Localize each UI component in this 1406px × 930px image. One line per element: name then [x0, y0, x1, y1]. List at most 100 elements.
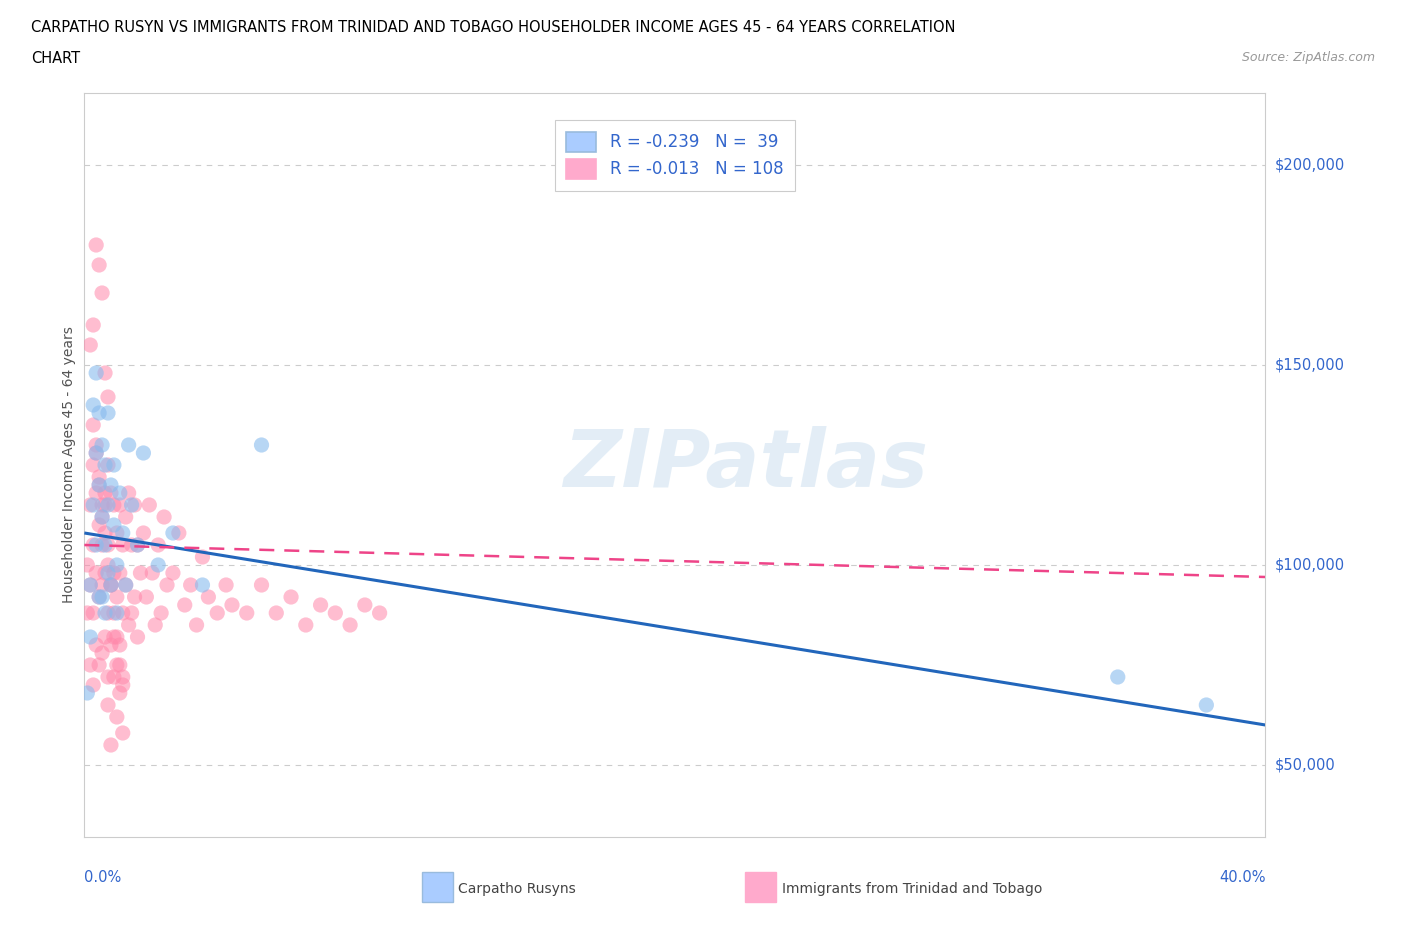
Point — [108, 485, 131, 500]
Point — [82, 317, 104, 332]
Point — [87, 658, 111, 672]
Point — [118, 618, 141, 632]
Legend: R = -0.239   N =  39, R = -0.013   N = 108: R = -0.239 N = 39, R = -0.013 N = 108 — [555, 120, 794, 191]
Point — [100, 578, 122, 592]
Point — [124, 498, 146, 512]
Point — [167, 525, 190, 540]
Point — [94, 365, 117, 380]
Point — [84, 365, 107, 380]
Point — [339, 618, 361, 632]
Point — [94, 605, 117, 620]
Point — [84, 437, 107, 452]
Point — [84, 638, 107, 653]
Text: Carpatho Rusyns: Carpatho Rusyns — [458, 882, 576, 896]
Y-axis label: Householder Income Ages 45 - 64 years: Householder Income Ages 45 - 64 years — [62, 326, 76, 604]
Point — [108, 638, 131, 653]
Point — [82, 538, 104, 552]
Text: $100,000: $100,000 — [1275, 557, 1346, 573]
Point — [84, 485, 107, 500]
Point — [103, 605, 125, 620]
Point — [97, 390, 120, 405]
Point — [111, 670, 134, 684]
Point — [100, 478, 122, 493]
Point — [79, 338, 101, 352]
Point — [82, 605, 104, 620]
Point — [103, 498, 125, 512]
Point — [108, 498, 131, 512]
Point — [79, 578, 101, 592]
Point — [108, 565, 131, 580]
Point — [121, 498, 143, 512]
Point — [105, 710, 128, 724]
Point — [1195, 698, 1218, 712]
Text: CARPATHO RUSYN VS IMMIGRANTS FROM TRINIDAD AND TOBAGO HOUSEHOLDER INCOME AGES 45: CARPATHO RUSYN VS IMMIGRANTS FROM TRINID… — [31, 20, 956, 35]
Point — [76, 685, 98, 700]
Bar — [422, 872, 453, 902]
Point — [221, 598, 243, 613]
Point — [84, 445, 107, 460]
Point — [132, 445, 155, 460]
Text: Immigrants from Trinidad and Tobago: Immigrants from Trinidad and Tobago — [782, 882, 1042, 896]
Point — [87, 590, 111, 604]
Point — [250, 578, 273, 592]
Point — [76, 558, 98, 573]
Point — [105, 525, 128, 540]
Point — [111, 525, 134, 540]
Bar — [745, 872, 776, 902]
Point — [94, 538, 117, 552]
Text: CHART: CHART — [31, 51, 80, 66]
Point — [124, 590, 146, 604]
Point — [84, 565, 107, 580]
Point — [138, 498, 160, 512]
Point — [114, 578, 136, 592]
Point — [148, 538, 170, 552]
Point — [111, 605, 134, 620]
Point — [105, 630, 128, 644]
Point — [173, 598, 195, 613]
Point — [103, 458, 125, 472]
Point — [97, 670, 120, 684]
Point — [105, 590, 128, 604]
Point — [111, 725, 134, 740]
Point — [295, 618, 318, 632]
Point — [103, 630, 125, 644]
Point — [87, 478, 111, 493]
Point — [82, 498, 104, 512]
Point — [105, 658, 128, 672]
Point — [191, 550, 214, 565]
Point — [205, 605, 228, 620]
Point — [82, 397, 104, 412]
Point — [97, 458, 120, 472]
Point — [100, 578, 122, 592]
Point — [103, 670, 125, 684]
Point — [105, 558, 128, 573]
Point — [100, 485, 122, 500]
Point — [97, 405, 120, 420]
Point — [148, 558, 170, 573]
Text: $200,000: $200,000 — [1275, 157, 1346, 172]
Point — [118, 437, 141, 452]
Point — [87, 405, 111, 420]
Point — [132, 525, 155, 540]
Point — [162, 565, 184, 580]
Point — [235, 605, 259, 620]
Text: 40.0%: 40.0% — [1219, 870, 1265, 884]
Point — [91, 645, 114, 660]
Point — [91, 437, 114, 452]
Point — [105, 605, 128, 620]
Point — [103, 518, 125, 533]
Point — [186, 618, 208, 632]
Point — [97, 605, 120, 620]
Point — [84, 445, 107, 460]
Point — [108, 685, 131, 700]
Point — [87, 590, 111, 604]
Point — [180, 578, 202, 592]
Text: 0.0%: 0.0% — [84, 870, 121, 884]
Point — [87, 518, 111, 533]
Point — [94, 630, 117, 644]
Point — [94, 485, 117, 500]
Point — [79, 658, 101, 672]
Point — [156, 578, 179, 592]
Point — [97, 498, 120, 512]
Point — [323, 605, 347, 620]
